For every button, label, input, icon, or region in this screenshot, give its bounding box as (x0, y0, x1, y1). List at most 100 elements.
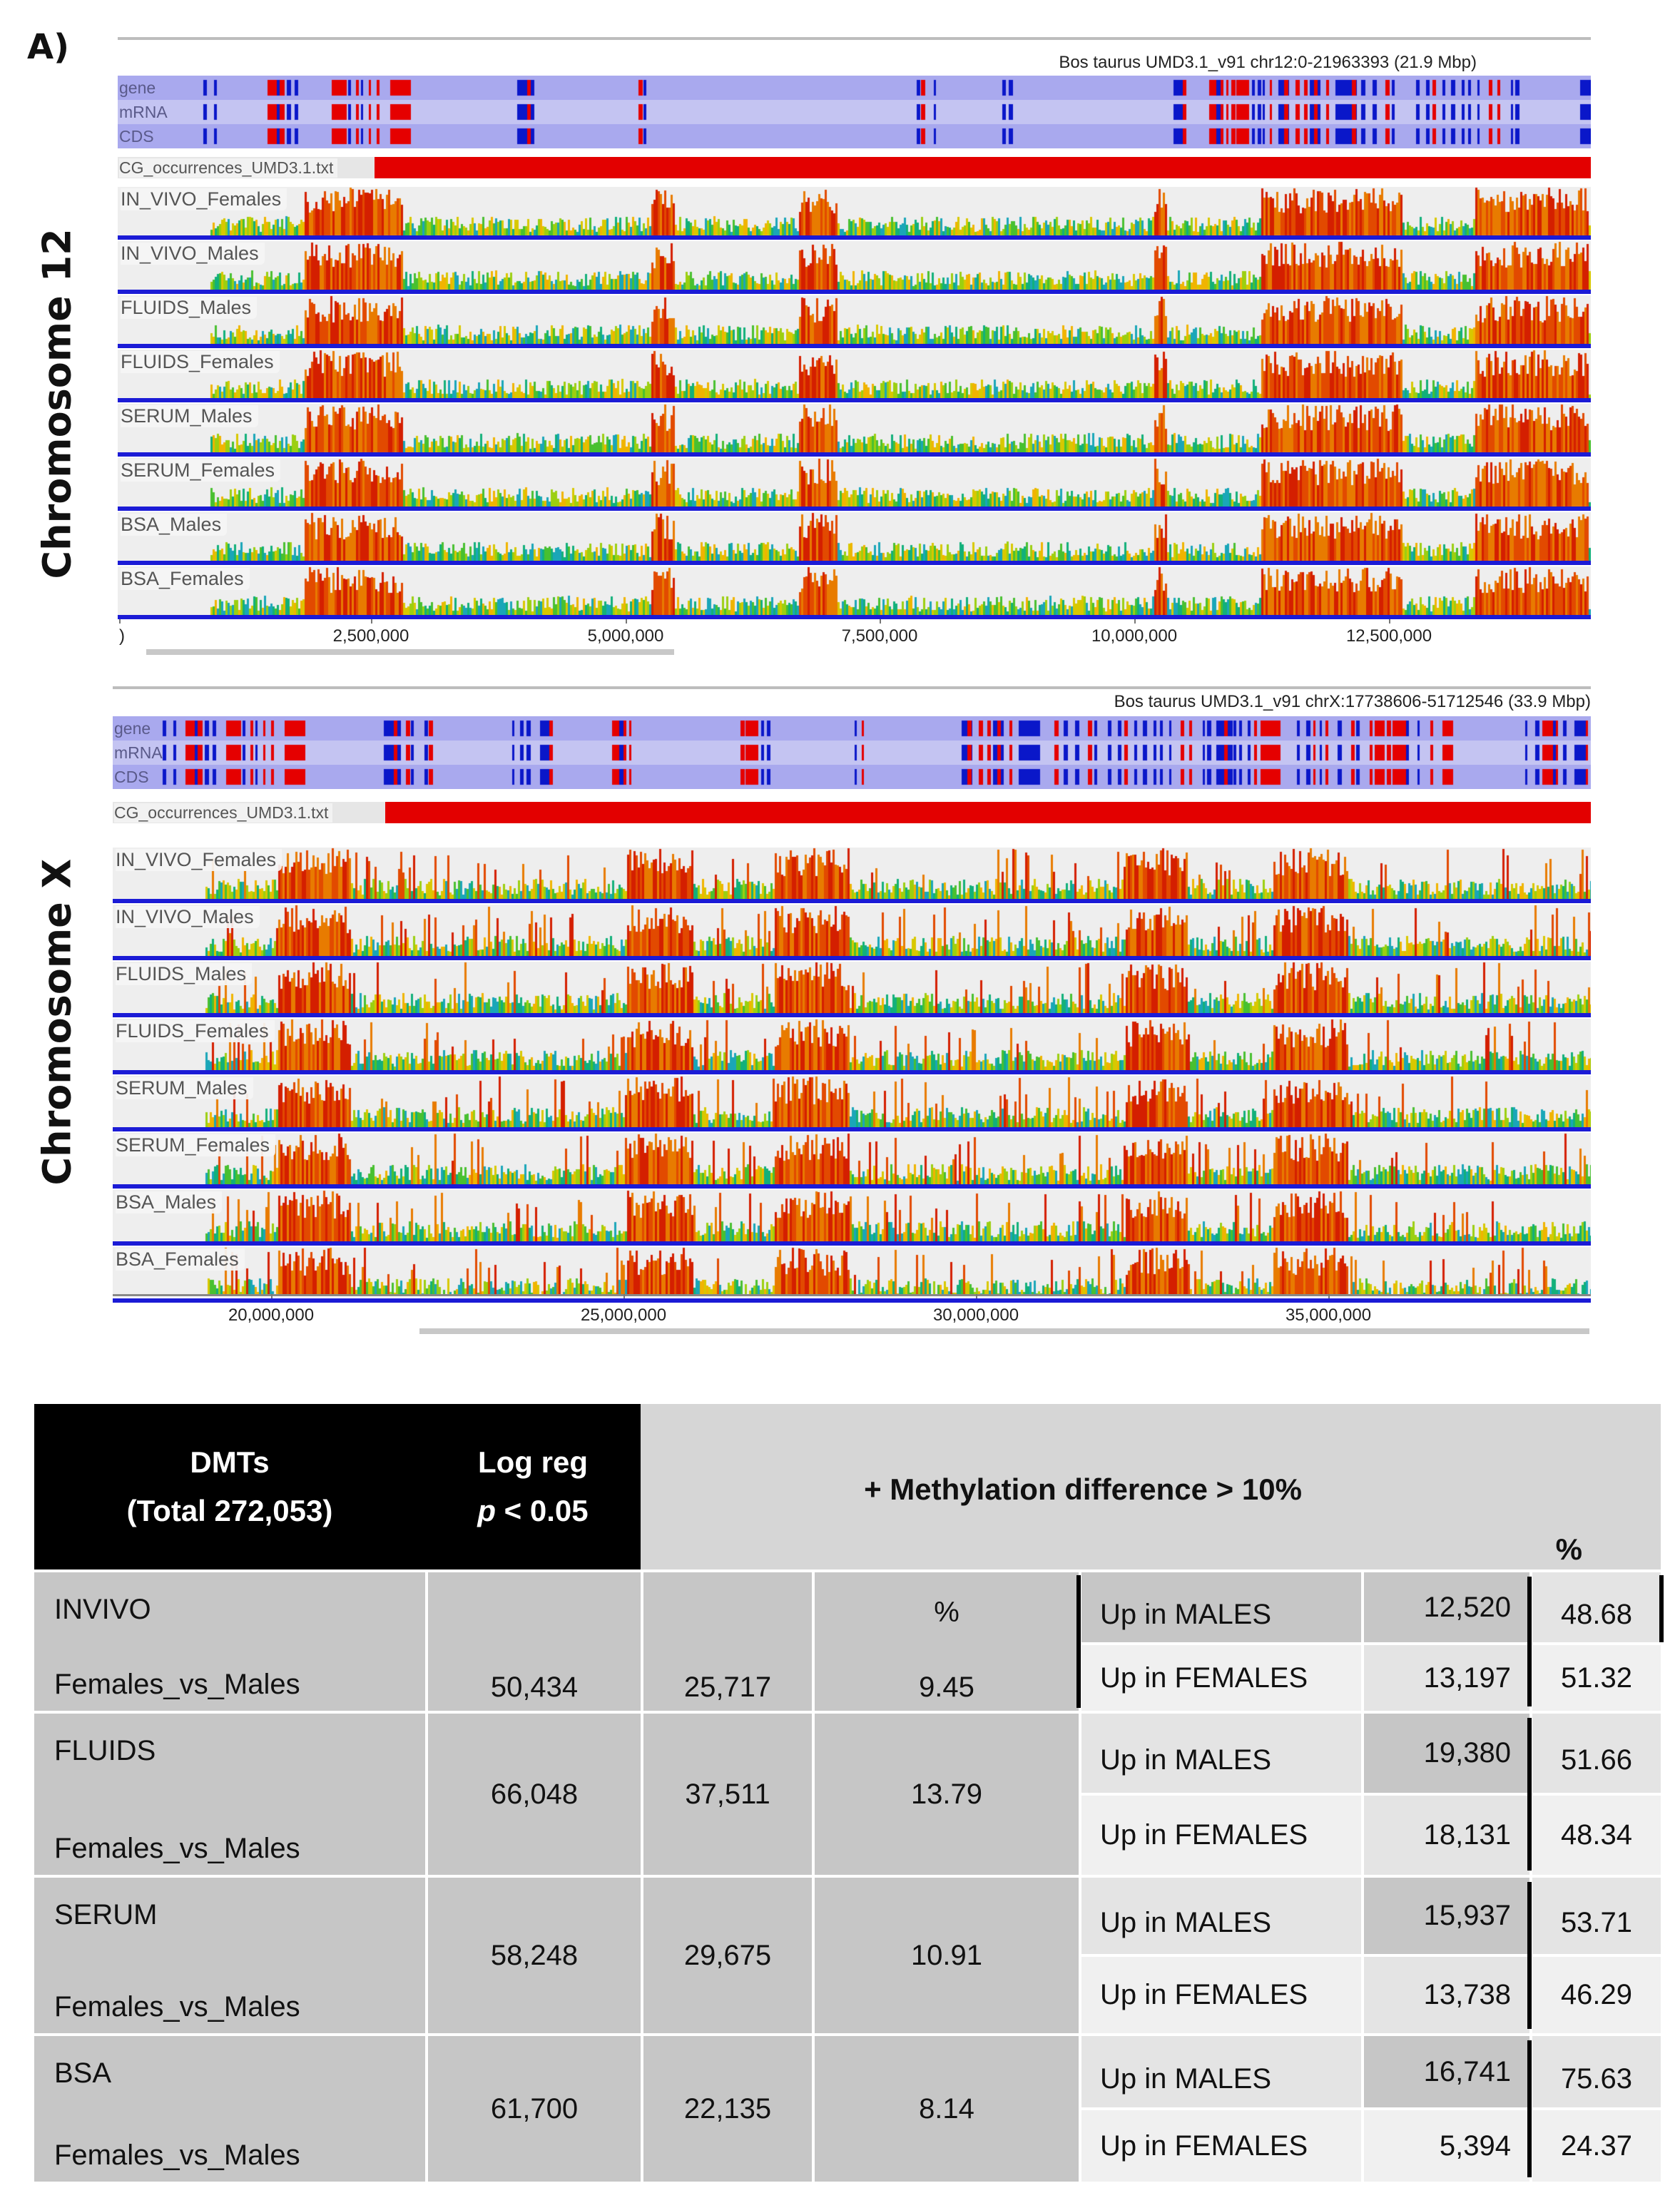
track-baseline (118, 452, 1591, 457)
track-baseline (113, 1298, 1591, 1303)
track-baseline (118, 290, 1591, 294)
header-logreg-title: Log reg (478, 1445, 588, 1479)
methylation-signal (113, 905, 1591, 956)
methylation-signal (113, 1190, 1591, 1241)
up-males-percent: 75.63 (1532, 2036, 1661, 2107)
axis-label: 12,500,000 (1345, 626, 1432, 646)
track-baseline (118, 561, 1591, 565)
horizontal-scrollbar[interactable] (146, 649, 674, 655)
methylation-track-label: IN_VIVO_Females (121, 188, 287, 210)
up-males-percent: 48.68 (1532, 1572, 1661, 1642)
column-separator (1527, 1882, 1532, 2029)
methylation-signal (118, 241, 1591, 290)
methylation-track: BSA_Males (118, 512, 1591, 565)
track-baseline (118, 507, 1591, 511)
methylation-track-label: IN_VIVO_Females (116, 849, 282, 871)
methylation-signal (118, 512, 1591, 561)
cds-track: CDS (113, 765, 1591, 789)
axis-label: 20,000,000 (228, 1306, 315, 1325)
methylation-signal (118, 404, 1591, 452)
methylation-track: SERUM_Males (113, 1076, 1591, 1131)
up-females-percent: 46.29 (1532, 1957, 1661, 2033)
cds-track-label: CDS (114, 768, 149, 786)
dmt-table: DMTs (Total 272,053) Log reg p < 0.05 + … (34, 1404, 1664, 2182)
up-males-count: 19,380 (1364, 1714, 1529, 1793)
methylation-track-label: BSA_Females (116, 1248, 245, 1271)
group-cell: SERUM Females_vs_Males (34, 1878, 425, 2033)
cds-track-label: CDS (119, 127, 154, 146)
comparison-name: Females_vs_Males (54, 1669, 300, 1700)
group-name: SERUM (54, 1899, 158, 1930)
cg-occurrences-bar (385, 802, 1591, 823)
methylation-track-label: FLUIDS_Males (121, 297, 258, 319)
up-females-label: Up in FEMALES (1081, 1645, 1361, 1711)
track-baseline (118, 615, 1591, 619)
methylation-signal (113, 1133, 1591, 1184)
axis-tick (1134, 615, 1136, 624)
methylation-signal (118, 187, 1591, 235)
genome-browser-chr12: Bos taurus UMD3.1_v91 chr12:0-21963393 (… (118, 37, 1591, 658)
group-cell: FLUIDS Females_vs_Males (34, 1714, 425, 1875)
methylation-track-label: FLUIDS_Females (116, 1020, 275, 1042)
up-males-label: Up in MALES (1081, 1572, 1361, 1642)
methylation-signal (113, 1076, 1591, 1127)
up-females-percent: 24.37 (1532, 2110, 1661, 2182)
methylation-signal (113, 1019, 1591, 1070)
header-logreg: Log reg p < 0.05 (425, 1404, 641, 1569)
methylation-track: IN_VIVO_Males (118, 241, 1591, 294)
group-name: BSA (54, 2057, 112, 2089)
up-females-label: Up in FEMALES (1081, 1796, 1361, 1875)
methylation-track: FLUIDS_Males (118, 295, 1591, 348)
axis-label: 25,000,000 (580, 1306, 667, 1325)
methylation-track-label: IN_VIVO_Males (121, 243, 265, 265)
track-baseline (113, 1013, 1591, 1017)
track-baseline (118, 398, 1591, 402)
track-baseline (118, 235, 1591, 240)
methylation-track: FLUIDS_Males (113, 962, 1591, 1017)
track-baseline (113, 1070, 1591, 1074)
column-separator (1659, 1575, 1664, 1642)
up-females-count: 13,738 (1364, 1957, 1529, 2033)
chromosome-12-label: Chromosome 12 (34, 228, 80, 579)
cg-occurrences-track: CG_occurrences_UMD3.1.txt (118, 157, 1591, 178)
mrna-track-label: mRNA (114, 743, 163, 762)
axis-tick (119, 615, 121, 624)
methylation-track: FLUIDS_Females (118, 350, 1591, 402)
gene-track: gene (113, 716, 1591, 741)
column-separator (1527, 2040, 1532, 2177)
logreg-cell: 58,248 (428, 1878, 641, 2033)
up-males-percent: 53.71 (1532, 1878, 1661, 1954)
horizontal-scrollbar[interactable] (419, 1328, 1589, 1334)
browser-top-rule (118, 37, 1591, 40)
logreg-cell: 61,700 (428, 2036, 641, 2182)
group-cell: BSA Females_vs_Males (34, 2036, 425, 2182)
gene-track-label: gene (114, 719, 151, 738)
logreg-cell: 50,434 (428, 1572, 641, 1711)
axis-tick (880, 615, 881, 624)
methyl-cell: 22,135 (643, 2036, 812, 2182)
track-baseline (113, 1241, 1591, 1246)
genome-axis: ) 2,500,000 5,000,000 7,500,000 10,000,0… (118, 615, 1591, 655)
up-females-count: 18,131 (1364, 1796, 1529, 1875)
track-baseline (118, 344, 1591, 348)
header-dmts-total: (Total 272,053) (126, 1494, 333, 1527)
header-dmts: DMTs (Total 272,053) (34, 1404, 425, 1569)
methylation-track-label: BSA_Males (116, 1191, 223, 1213)
methylation-signal (113, 1247, 1591, 1298)
methylation-track: SERUM_Males (118, 404, 1591, 457)
axis-label: 2,500,000 (332, 626, 409, 646)
cg-occurrences-label: CG_occurrences_UMD3.1.txt (114, 803, 333, 823)
genome-browser-chrx: Bos taurus UMD3.1_v91 chrX:17738606-5171… (113, 686, 1591, 1337)
methylation-track-label: SERUM_Females (116, 1134, 276, 1156)
percent-value: 9.45 (919, 1671, 974, 1703)
methylation-signal (118, 350, 1591, 398)
mrna-track-label: mRNA (119, 103, 168, 121)
axis-tick (626, 615, 627, 624)
percent-header: % (934, 1597, 959, 1628)
up-females-label: Up in FEMALES (1081, 1957, 1361, 2033)
up-females-percent: 48.34 (1532, 1796, 1661, 1875)
methylation-track-label: SERUM_Females (121, 459, 281, 482)
up-males-percent: 51.66 (1532, 1714, 1661, 1793)
cds-track: CDS (118, 124, 1591, 148)
up-females-count: 13,197 (1364, 1645, 1529, 1711)
